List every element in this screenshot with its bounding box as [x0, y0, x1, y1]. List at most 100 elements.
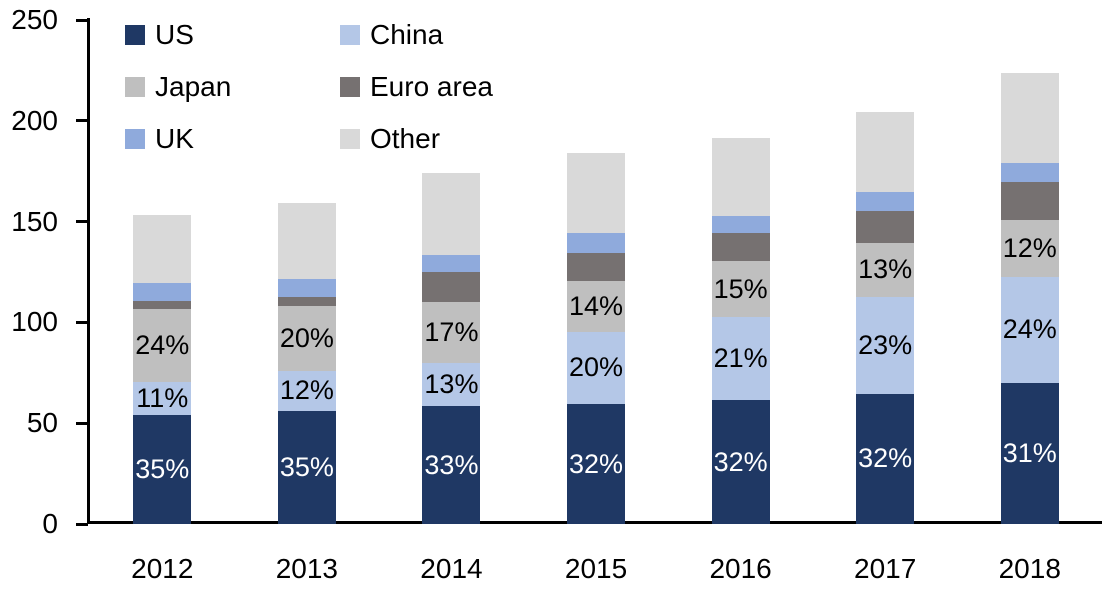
bar-segment-label: 17% — [424, 317, 479, 347]
bar-segment-china-2018: 24% — [1000, 277, 1059, 383]
bar-column-2017: 13% 23% 32% — [813, 20, 958, 524]
bar-segment-label: 12% — [1002, 232, 1057, 263]
bar-segment-label: 32% — [713, 446, 768, 477]
bar-segment-other-2014 — [422, 173, 481, 255]
bar-segment-label: 20% — [568, 352, 624, 383]
bar-segment-euro-area-2015 — [567, 252, 626, 282]
bar-segment-label: 15% — [713, 273, 768, 304]
bar-segment-label: 14% — [568, 290, 624, 321]
bar-segment-japan-2018: 12% — [1000, 219, 1059, 278]
bar-segment-label: 24% — [1002, 314, 1057, 345]
bar-segment-china-2017: 23% — [856, 297, 915, 394]
bar-2015: 14% 20% 32% — [567, 153, 626, 524]
bar-segment-euro-area-2017 — [856, 210, 915, 243]
y-axis-line — [87, 18, 90, 524]
y-axis-tick — [76, 18, 88, 22]
bar-segment-euro-area-2012 — [133, 301, 192, 310]
x-axis-labels: 2012 2013 2014 2015 2016 2017 2018 — [90, 552, 1102, 586]
x-axis-label-2018: 2018 — [998, 553, 1061, 584]
bar-2013: 20% 12% 35% — [277, 202, 336, 524]
bar-segment-us-2017: 32% — [856, 393, 915, 524]
legend-label: Japan — [155, 71, 232, 102]
legend-swatch-icon — [125, 77, 145, 97]
bar-segment-label: 32% — [568, 448, 624, 479]
bar-segment-japan-2013: 20% — [277, 306, 336, 371]
legend-label: UK — [155, 123, 194, 154]
bar-column-2013: 20% 12% 35% — [235, 20, 380, 524]
bar-segment-us-2018: 31% — [1000, 382, 1059, 524]
bar-segment-other-2017 — [856, 111, 915, 193]
bar-segment-other-2013 — [277, 202, 336, 280]
bar-segment-japan-2012: 24% — [133, 309, 192, 382]
bar-segment-euro-area-2013 — [277, 297, 336, 307]
y-axis-tick-label: 250 — [11, 4, 58, 35]
plot-area: 24% 11% 35% 20% 12% 35% 17% 13% 33% 14% 20% 32% 15% 2… — [90, 20, 1102, 524]
y-axis-tick-label: 100 — [11, 306, 58, 338]
bar-segment-china-2012: 11% — [133, 381, 192, 416]
bar-segment-other-2015 — [567, 153, 626, 233]
bar-segment-uk-2015 — [567, 232, 626, 253]
bar-segment-uk-2014 — [422, 254, 481, 273]
bar-segment-label: 24% — [135, 330, 190, 361]
bar-column-2012: 24% 11% 35% — [90, 20, 235, 524]
bar-segment-uk-2013 — [277, 279, 336, 298]
bar-segment-label: 21% — [713, 343, 768, 374]
bar-segment-label: 35% — [279, 452, 334, 483]
bar-segment-other-2012 — [133, 214, 192, 284]
bar-segment-euro-area-2016 — [711, 232, 770, 261]
bar-column-2014: 17% 13% 33% — [379, 20, 524, 524]
y-axis-tick-label: 0 — [42, 508, 58, 539]
legend-swatch-icon — [340, 129, 360, 149]
bar-segment-euro-area-2018 — [1000, 182, 1059, 220]
y-axis-tick — [76, 522, 88, 526]
legend-label: Other — [370, 123, 441, 154]
legend-item-uk: UK — [125, 124, 340, 154]
bar-segment-other-2018 — [1000, 73, 1059, 164]
bar-segment-uk-2018 — [1000, 163, 1059, 183]
bar-segment-japan-2016: 15% — [711, 260, 770, 318]
y-axis-tick — [76, 320, 88, 324]
bar-segment-label: 20% — [279, 323, 334, 354]
bar-segment-label: 13% — [424, 368, 479, 399]
bar-segment-euro-area-2014 — [422, 272, 481, 303]
bar-segment-other-2016 — [711, 138, 770, 216]
x-axis-label-2017: 2017 — [854, 553, 917, 584]
legend-item-us: US — [125, 20, 340, 50]
legend-swatch-icon — [340, 77, 360, 97]
bar-2012: 24% 11% 35% — [133, 214, 192, 524]
legend-label: Euro area — [370, 71, 493, 102]
x-axis-label-2016: 2016 — [709, 553, 772, 584]
y-axis-tick-label: 50 — [26, 407, 58, 439]
x-axis-label-2012: 2012 — [131, 553, 194, 584]
bar-segment-label: 33% — [424, 449, 479, 480]
bar-column-2018: 12% 24% 31% — [957, 20, 1102, 524]
bar-segment-label: 31% — [1002, 437, 1057, 468]
bar-segment-us-2015: 32% — [567, 404, 626, 524]
bar-segment-japan-2014: 17% — [422, 302, 481, 363]
bar-segment-china-2015: 20% — [567, 331, 626, 405]
legend-item-other: Other — [340, 124, 493, 154]
bar-2014: 17% 13% 33% — [422, 173, 481, 524]
bar-segment-uk-2017 — [856, 192, 915, 211]
legend-swatch-icon — [125, 129, 145, 149]
x-axis-label-2013: 2013 — [275, 553, 339, 584]
legend: US China Japan Euro area UK Other — [125, 20, 493, 154]
legend-item-japan: Japan — [125, 72, 340, 102]
bar-segment-label: 11% — [136, 383, 189, 414]
bar-2018: 12% 24% 31% — [1000, 73, 1059, 524]
bar-segment-uk-2012 — [133, 283, 192, 302]
legend-item-china: China — [340, 20, 493, 50]
bar-segment-us-2013: 35% — [277, 411, 336, 524]
bar-segment-china-2016: 21% — [711, 317, 770, 401]
bar-segment-us-2012: 35% — [133, 415, 192, 524]
y-axis-tick-label: 200 — [11, 104, 58, 136]
bar-segment-label: 23% — [858, 330, 913, 361]
bar-segment-label: 13% — [858, 254, 913, 285]
bar-segment-label: 35% — [135, 454, 190, 485]
legend-item-euro-area: Euro area — [340, 72, 493, 102]
bar-column-2016: 15% 21% 32% — [668, 20, 813, 524]
y-axis-tick-label: 150 — [11, 205, 58, 237]
bar-2017: 13% 23% 32% — [856, 111, 915, 524]
y-axis-tick — [76, 421, 88, 425]
